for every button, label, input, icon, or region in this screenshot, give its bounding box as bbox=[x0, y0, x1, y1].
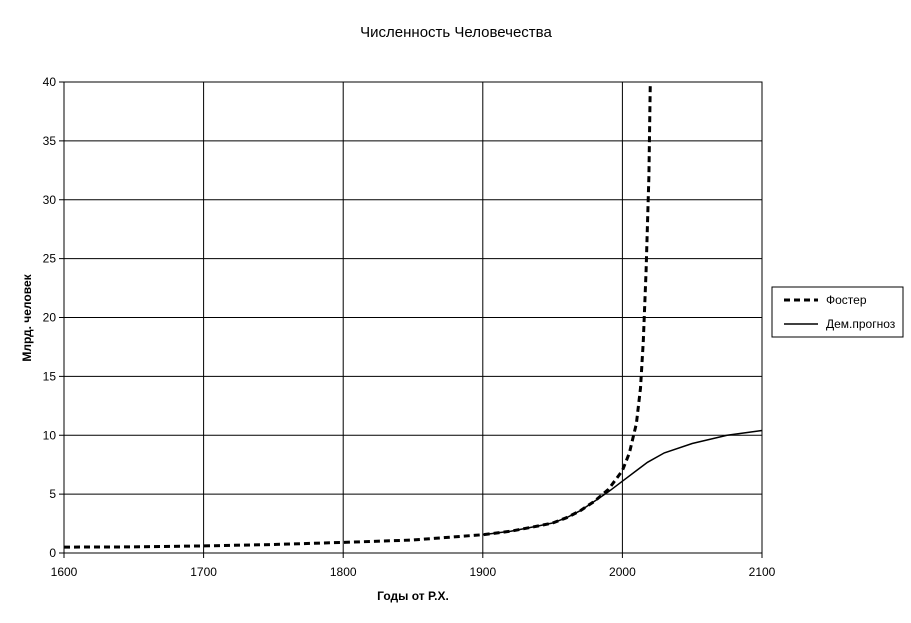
y-tick-label: 25 bbox=[43, 252, 57, 266]
grid bbox=[59, 81, 763, 558]
legend-box bbox=[771, 286, 904, 338]
x-tick-label: 1600 bbox=[51, 565, 78, 579]
y-tick-label: 30 bbox=[43, 193, 57, 207]
legend: Фостер Дем.прогноз bbox=[771, 286, 904, 338]
y-tick-label: 40 bbox=[43, 75, 57, 89]
y-tick-label: 10 bbox=[43, 428, 57, 442]
y-tick-label: 20 bbox=[43, 311, 57, 325]
y-axis-label: Млрд. человек bbox=[20, 273, 34, 361]
series-line-demographic-forecast bbox=[482, 429, 763, 536]
x-tick-label: 1800 bbox=[330, 565, 357, 579]
x-tick-label: 1700 bbox=[190, 565, 217, 579]
tick-labels: 1600 1700 1800 1900 2000 2100 0 5 10 15 20 25 30 35 40 bbox=[43, 75, 776, 579]
x-tick-label: 2100 bbox=[749, 565, 776, 579]
series-line-foster bbox=[63, 81, 652, 549]
x-tick-label: 1900 bbox=[469, 565, 496, 579]
y-tick-label: 15 bbox=[43, 369, 57, 383]
y-tick-label: 5 bbox=[49, 487, 56, 501]
y-tick-label: 0 bbox=[49, 546, 56, 560]
chart-title: Численность Человечества bbox=[360, 24, 552, 41]
series-lines bbox=[63, 81, 763, 549]
plot-area bbox=[63, 81, 763, 554]
y-tick-label: 35 bbox=[43, 134, 57, 148]
x-axis-label: Годы от Р.Х. bbox=[377, 589, 449, 603]
x-tick-label: 2000 bbox=[609, 565, 636, 579]
legend-label-demographic-forecast: Дем.прогноз bbox=[826, 317, 896, 331]
legend-label-foster: Фостер bbox=[826, 293, 867, 307]
